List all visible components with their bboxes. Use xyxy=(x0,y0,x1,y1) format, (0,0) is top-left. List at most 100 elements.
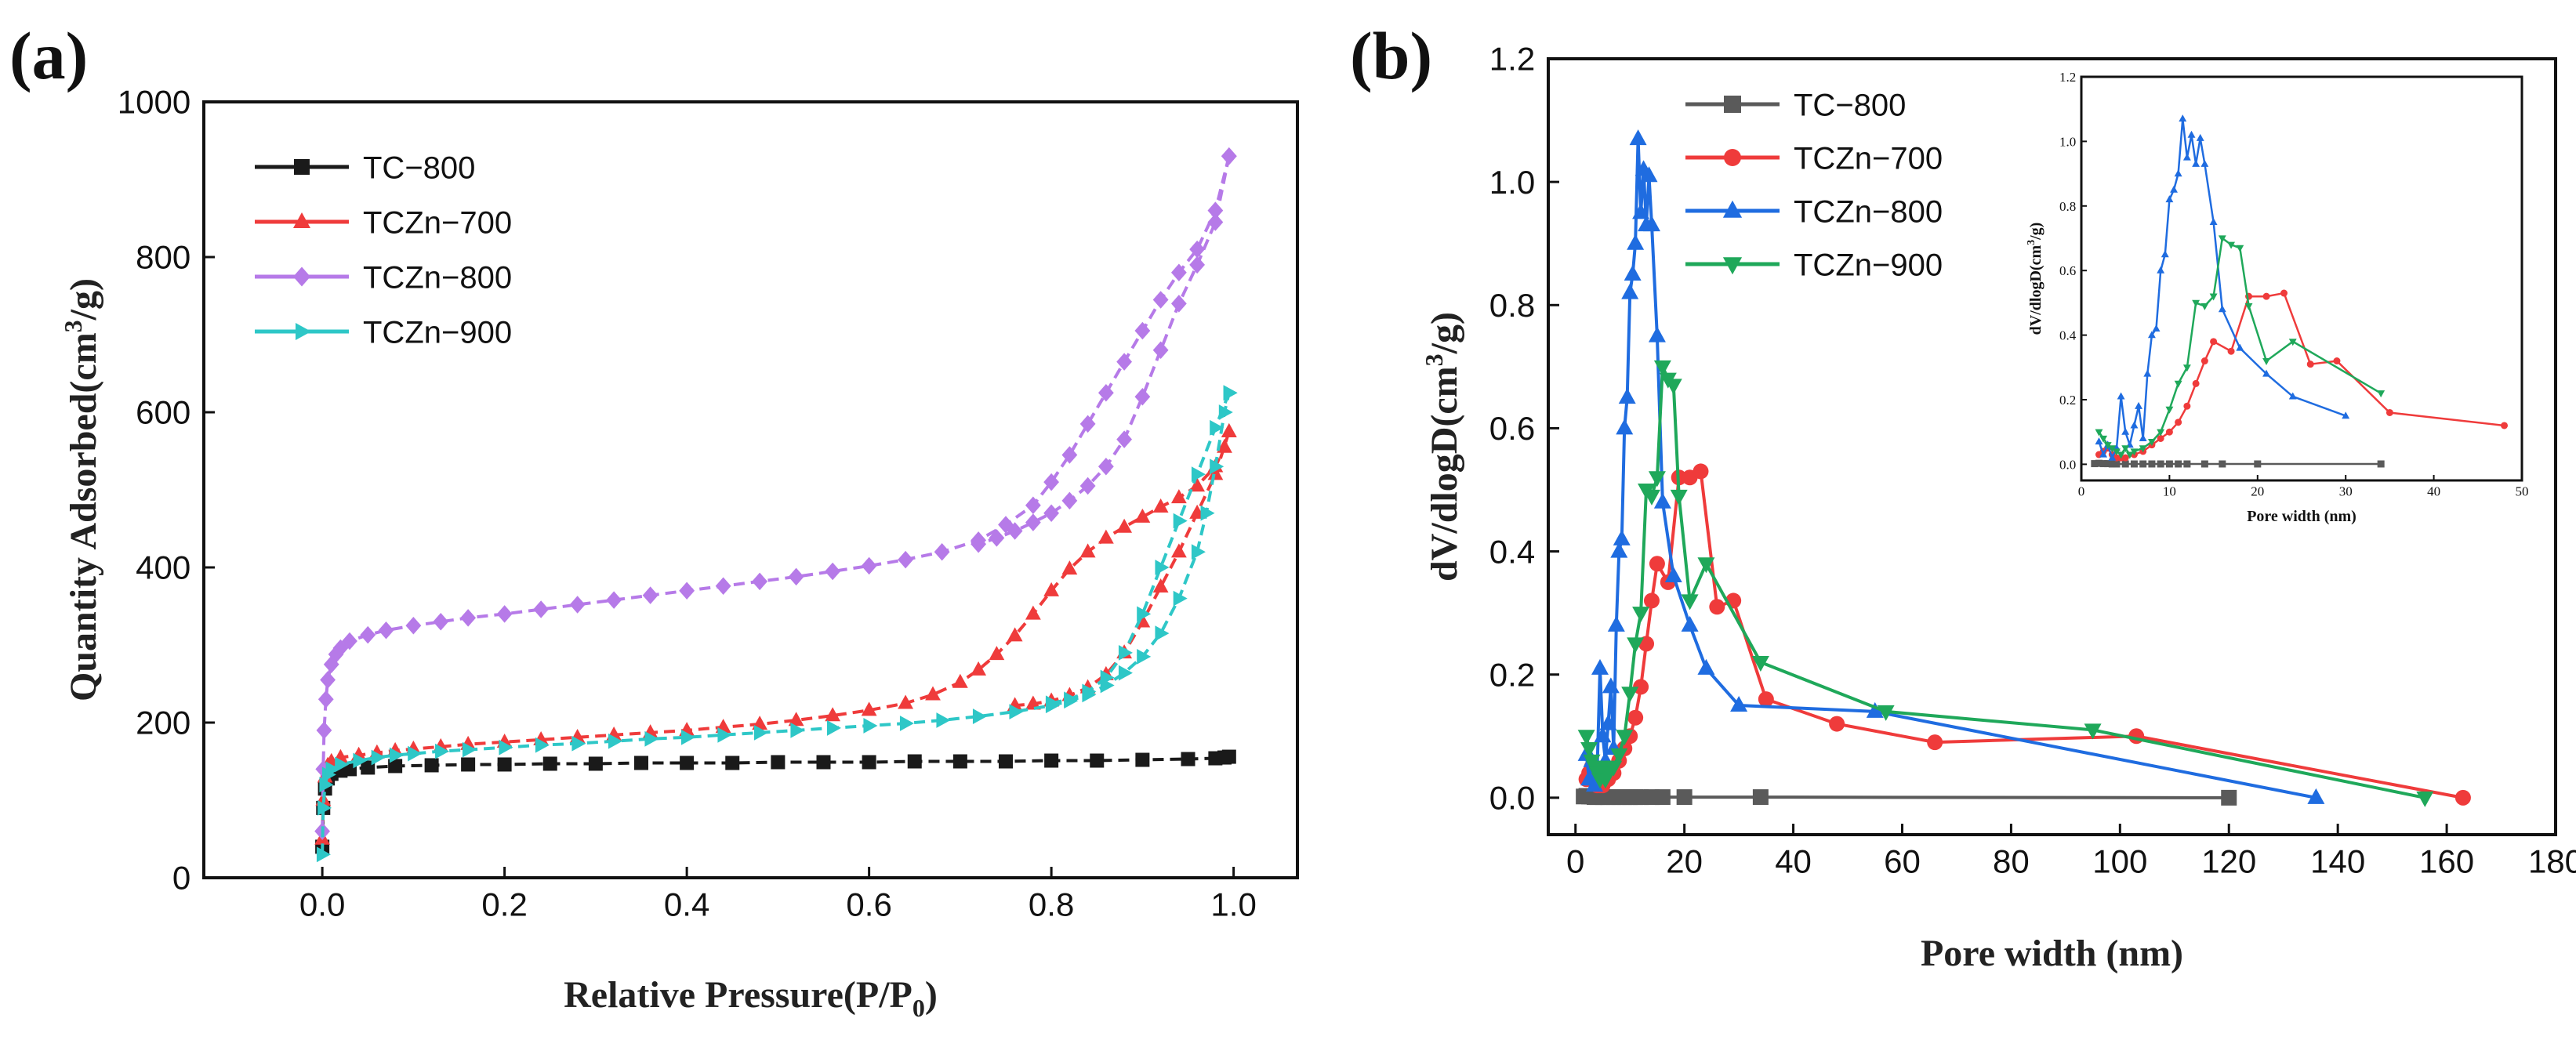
inset-point-tczn-900 xyxy=(2095,429,2103,437)
chart-a-point-tczn-900-desorption xyxy=(1045,695,1060,712)
inset-point-tczn-800 xyxy=(2179,114,2187,122)
inset-point-tczn-900 xyxy=(2108,445,2117,453)
inset-y-tick-label: 0.4 xyxy=(2059,328,2077,343)
chart-b: 0 20 40 60 80 100 120 140 160 1800.00.20.40.60.81… xyxy=(1420,41,2576,974)
chart-a-point-tc-800 xyxy=(1135,752,1150,767)
chart-a-point-tczn-700 xyxy=(1007,627,1023,642)
chart-a-point-tczn-900-desorption xyxy=(1064,691,1079,708)
inset-x-axis-title: Pore width (nm) xyxy=(2247,508,2356,525)
chart-a-point-tczn-700 xyxy=(1025,605,1041,620)
chart-a-line-tczn-800 xyxy=(321,155,1231,832)
inset-point-tczn-700 xyxy=(2175,419,2182,426)
chart-a-point-tczn-700 xyxy=(1116,518,1133,533)
chart-b-legend-item-tc-800: TC−800 xyxy=(1685,88,1906,122)
chart-a-point-tczn-800 xyxy=(1079,415,1096,433)
chart-a-line-tc-800 xyxy=(321,755,1230,847)
chart-a-point-tczn-800 xyxy=(332,639,349,658)
chart-b-x-tick-label: 140 xyxy=(2310,843,2365,879)
chart-b-y-axis-title: dV/dlogD(cm3/g) xyxy=(1420,312,1465,582)
chart-a-series-tczn-700 xyxy=(314,422,1237,845)
chart-b-legend-label: TCZn−800 xyxy=(1794,194,1943,229)
chart-a-point-tczn-900 xyxy=(1218,404,1233,420)
chart-a-point-tczn-800 xyxy=(606,591,622,609)
chart-b-point-tczn-800 xyxy=(1627,234,1645,250)
chart-b-x-tick-label: 160 xyxy=(2419,843,2474,879)
chart-b-point-tc-800 xyxy=(1752,789,1769,806)
chart-b-y-tick-label: 1.0 xyxy=(1489,164,1535,201)
chart-a-legend-marker xyxy=(293,266,310,287)
chart-a-point-tczn-700 xyxy=(1170,489,1187,504)
panel-label-a: (a) xyxy=(9,18,88,93)
inset-ticks: 0 10 20 30 40 50 0.0 0.2 0.4 0.6 0.8 1.0 1.2 xyxy=(2059,70,2529,499)
chart-b-point-tczn-800 xyxy=(1591,658,1609,675)
chart-a-line-tczn-900-desorption xyxy=(1050,392,1231,705)
chart-a-point-tczn-900 xyxy=(863,718,878,734)
chart-a-point-tc-800 xyxy=(771,755,785,770)
chart-b-point-tczn-900 xyxy=(1877,705,1895,721)
inset-point-tczn-800 xyxy=(2200,159,2209,167)
inset-point-tczn-900 xyxy=(2125,451,2134,459)
chart-a-legend-marker xyxy=(294,159,310,175)
inset-x-tick-label: 30 xyxy=(2339,484,2353,499)
chart-a-point-tczn-800 xyxy=(1116,353,1133,371)
chart-a-point-tczn-800 xyxy=(533,600,550,618)
chart-a-point-tczn-800 xyxy=(898,550,914,569)
panel-label-b: (b) xyxy=(1350,18,1432,93)
inset-point-tc-800 xyxy=(2113,460,2121,468)
chart-b-legend-label: TCZn−700 xyxy=(1794,141,1943,176)
chart-a-point-tczn-800 xyxy=(323,655,339,673)
inset-point-tczn-800 xyxy=(2174,169,2182,177)
chart-a-point-tczn-800 xyxy=(496,605,513,623)
chart-a-legend-item-tczn-800: TCZn−800 xyxy=(255,260,512,295)
chart-b-point-tc-800 xyxy=(1654,789,1671,806)
chart-a-point-tczn-900 xyxy=(316,846,331,863)
chart-a-point-tc-800 xyxy=(952,754,967,769)
inset-point-tc-800 xyxy=(2121,460,2129,468)
chart-a-point-tc-800 xyxy=(1044,753,1059,768)
chart-a-point-tczn-800 xyxy=(1098,384,1114,402)
chart-b-legend-marker xyxy=(1724,149,1741,166)
inset-point-tczn-800 xyxy=(2236,343,2244,351)
chart-b-point-tczn-800 xyxy=(1640,166,1658,183)
chart-a-point-tc-800 xyxy=(1090,753,1105,768)
inset-point-tc-800 xyxy=(2108,460,2116,468)
inset-point-tczn-700 xyxy=(2333,357,2341,365)
chart-b-x-tick-label: 60 xyxy=(1884,843,1921,879)
chart-b-point-tczn-900 xyxy=(1605,760,1623,777)
inset-point-tczn-700 xyxy=(2501,422,2509,429)
inset-point-tczn-800 xyxy=(2139,434,2147,442)
chart-a-point-tczn-900 xyxy=(535,737,550,753)
chart-a-legend-item-tc-800: TC−800 xyxy=(255,150,475,185)
chart-a-plot-frame xyxy=(202,100,1299,879)
chart-a-y-tick-label: 1000 xyxy=(118,84,190,121)
inset-point-tc-800 xyxy=(2200,460,2208,468)
chart-b-x-tick-label: 80 xyxy=(1993,843,2030,879)
inset-point-tczn-700 xyxy=(2121,454,2129,462)
chart-b-y-tick-label: 0.4 xyxy=(1489,533,1535,570)
inset-y-tick-label: 0.6 xyxy=(2059,263,2076,278)
chart-a-point-tczn-900 xyxy=(571,735,586,752)
inset-series xyxy=(2091,114,2509,468)
chart-a-point-tczn-800 xyxy=(378,621,394,640)
chart-a-point-tczn-900 xyxy=(717,727,732,743)
inset-point-tczn-700 xyxy=(2386,408,2393,416)
inset-point-tczn-900 xyxy=(2174,380,2182,388)
inset-point-tczn-900 xyxy=(2377,390,2386,398)
chart-a-point-tczn-900 xyxy=(1200,505,1215,521)
inset-y-axis-title: dV/dlogD(cm3/g) xyxy=(2026,223,2044,335)
inset-point-tczn-700 xyxy=(2227,347,2235,355)
chart-a-point-tczn-900 xyxy=(608,733,622,749)
chart-a-point-tczn-800-desorption xyxy=(1189,255,1206,274)
chart-b-y-tick-label: 1.2 xyxy=(1489,41,1535,78)
chart-a-series-tc-800 xyxy=(315,749,1236,854)
chart-a-point-tczn-800 xyxy=(317,690,334,708)
inset-point-tc-800 xyxy=(2095,459,2103,467)
inset-point-tczn-800 xyxy=(2161,250,2169,258)
chart-a-point-tczn-900 xyxy=(936,712,951,728)
chart-a-point-tczn-700 xyxy=(1061,560,1078,575)
chart-a-point-tczn-700 xyxy=(1098,529,1114,544)
chart-b-point-tczn-700 xyxy=(1758,691,1774,708)
inset-point-tc-800 xyxy=(2139,460,2147,468)
chart-a-point-tczn-800-desorption xyxy=(1221,147,1237,165)
inset-point-tczn-900 xyxy=(2288,339,2297,346)
